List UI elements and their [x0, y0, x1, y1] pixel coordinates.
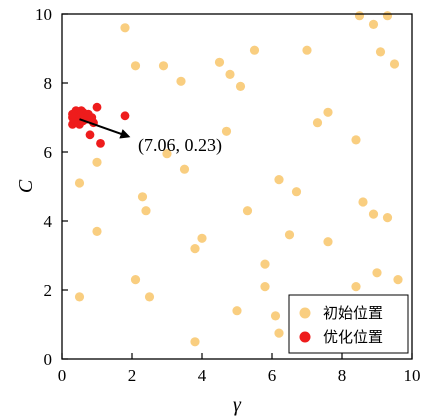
- optimized-point-23: [96, 139, 105, 148]
- legend: 初始位置 优化位置: [288, 294, 409, 354]
- initial-point-22: [137, 192, 148, 202]
- initial-point-1: [130, 61, 141, 71]
- initial-point-30: [284, 230, 295, 240]
- x-axis-ticks: 0 2 4 6 8 10: [58, 353, 421, 385]
- initial-point-26: [197, 233, 207, 243]
- legend-marker-optimized: [299, 331, 311, 343]
- initial-point-37: [270, 311, 281, 321]
- initial-point-29: [291, 187, 302, 197]
- initial-point-43: [232, 306, 242, 316]
- optimized-point-25: [68, 109, 77, 119]
- plot-frame: [61, 13, 413, 360]
- initial-point-44: [351, 282, 361, 292]
- x-axis-label: γ: [233, 394, 242, 416]
- initial-point-16: [351, 135, 361, 145]
- initial-point-33: [368, 209, 379, 219]
- initial-point-2: [158, 61, 169, 71]
- initial-point-4: [214, 57, 225, 67]
- series-optimized-points: [68, 102, 130, 148]
- initial-point-19: [179, 164, 190, 174]
- optimized-point-24: [120, 111, 130, 121]
- initial-point-3: [176, 76, 186, 86]
- optimized-point-21: [85, 130, 95, 140]
- initial-point-40: [144, 292, 155, 302]
- initial-point-12: [382, 11, 393, 21]
- y-tick-label-3: 6: [44, 143, 53, 162]
- optimized-point-22: [92, 102, 102, 112]
- x-tick-label-4: 8: [338, 366, 347, 385]
- y-tick-label-0: 0: [44, 350, 53, 369]
- initial-point-34: [382, 213, 393, 223]
- x-tick-label-1: 2: [128, 366, 137, 385]
- initial-point-9: [354, 11, 365, 21]
- x-tick-label-2: 4: [198, 366, 207, 385]
- legend-box: [288, 294, 409, 354]
- y-tick-label-2: 4: [44, 212, 53, 231]
- initial-point-41: [74, 292, 85, 302]
- legend-label-optimized: 优化位置: [323, 328, 383, 346]
- initial-point-5: [225, 69, 235, 79]
- y-tick-label-4: 8: [44, 74, 53, 93]
- annotation-label: (7.06, 0.23): [138, 135, 222, 156]
- x-tick-label-0: 0: [58, 366, 67, 385]
- initial-point-39: [130, 275, 141, 285]
- initial-point-42: [190, 337, 200, 347]
- initial-point-23: [141, 206, 151, 216]
- x-tick-label-3: 6: [268, 366, 277, 385]
- x-tick-label-5: 10: [404, 366, 421, 385]
- y-tick-label-5: 10: [35, 5, 52, 24]
- y-axis-label: C: [15, 179, 37, 193]
- initial-point-8: [302, 45, 312, 55]
- initial-point-0: [120, 23, 130, 33]
- initial-point-18: [162, 149, 172, 159]
- series-initial-points: [74, 11, 403, 347]
- initial-point-10: [368, 19, 379, 29]
- initial-point-35: [260, 259, 270, 269]
- initial-point-28: [274, 175, 284, 185]
- y-tick-label-1: 2: [44, 281, 53, 300]
- initial-point-15: [312, 118, 323, 128]
- initial-point-46: [393, 275, 403, 285]
- initial-point-32: [358, 197, 368, 207]
- initial-point-13: [389, 59, 400, 69]
- initial-point-45: [372, 268, 382, 278]
- initial-point-11: [375, 47, 386, 57]
- initial-point-17: [221, 126, 232, 136]
- legend-marker-initial: [299, 307, 311, 319]
- initial-point-31: [323, 237, 333, 247]
- initial-point-24: [92, 226, 102, 236]
- annotation-arrow: [79, 118, 131, 139]
- initial-point-7: [249, 45, 260, 55]
- initial-point-6: [235, 81, 246, 91]
- legend-label-initial: 初始位置: [323, 304, 383, 322]
- initial-point-25: [190, 244, 200, 254]
- initial-point-38: [274, 328, 284, 338]
- y-axis-ticks: 0 2 4 6 8 10: [35, 5, 68, 369]
- initial-point-14: [323, 107, 333, 117]
- initial-point-20: [92, 157, 102, 167]
- initial-point-27: [242, 206, 253, 216]
- initial-point-21: [74, 178, 85, 188]
- initial-point-36: [260, 282, 270, 292]
